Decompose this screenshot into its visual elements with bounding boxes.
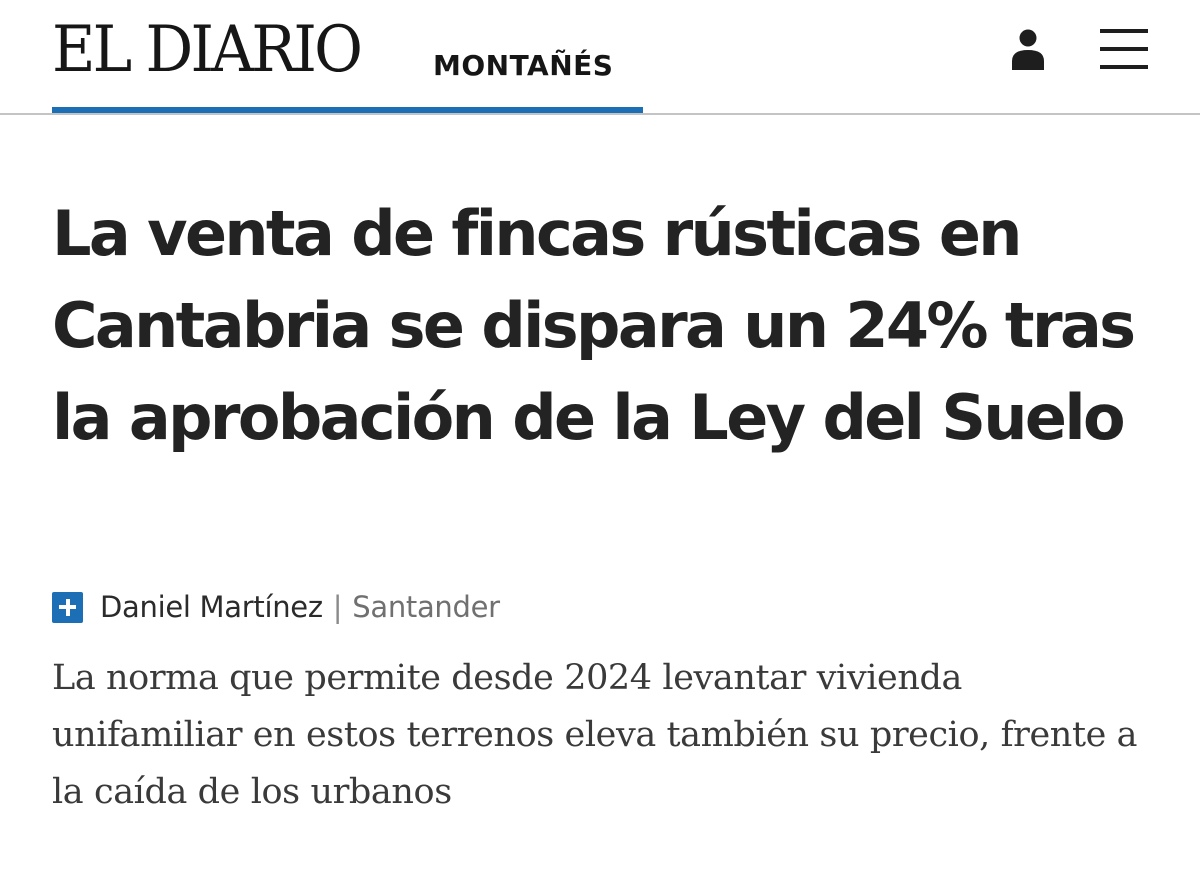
user-icon[interactable]: [1010, 28, 1046, 72]
byline-separator: |: [332, 590, 343, 624]
article-location: Santander: [352, 590, 500, 624]
user-icon-glyph: [1012, 29, 1044, 70]
site-logo[interactable]: EL DIARIO MONTAÑÉS: [52, 12, 613, 87]
article-headline: La venta de fincas rústicas en Cantabria…: [52, 197, 1136, 454]
site-header: EL DIARIO MONTAÑÉS: [0, 0, 1200, 115]
article-subtitle: La norma que permite desde 2024 levantar…: [52, 658, 1138, 812]
hamburger-menu-icon[interactable]: [1100, 28, 1148, 70]
logo-underline-bar: [52, 107, 643, 113]
logo-sub-text: MONTAÑÉS: [433, 49, 614, 82]
author-name[interactable]: Daniel Martínez: [100, 590, 323, 624]
article-byline: Daniel Martínez | Santander: [52, 590, 500, 624]
logo-main-text: EL DIARIO: [52, 13, 363, 87]
plus-icon[interactable]: [52, 591, 83, 623]
